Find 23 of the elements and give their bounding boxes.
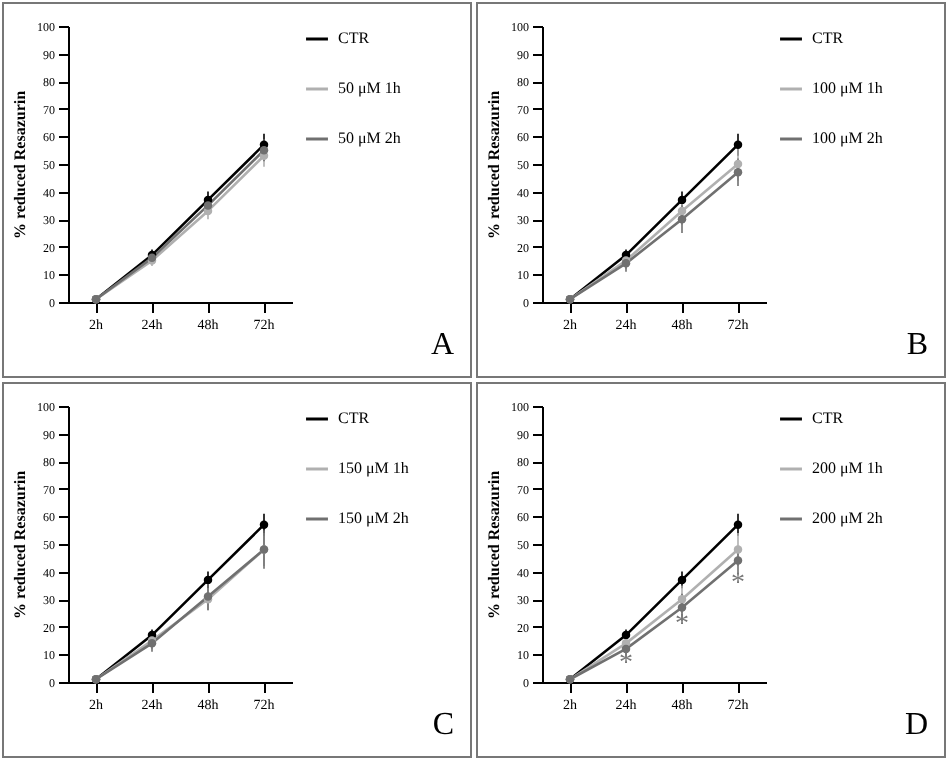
- legend-label: 150 μM 1h: [338, 459, 409, 477]
- y-axis-title: % reduced Resazurin: [485, 469, 503, 620]
- text: D: [904, 708, 928, 744]
- legend-label: 200 μM 2h: [812, 509, 883, 527]
- legend-label: 50 μM 1h: [338, 79, 401, 97]
- annotation: *: [731, 568, 745, 599]
- annotation: *: [675, 610, 689, 641]
- legend-label: CTR: [812, 29, 845, 47]
- legend-label: CTR: [812, 409, 845, 427]
- legend-label: 50 μM 2h: [338, 129, 401, 147]
- text: A: [430, 328, 454, 364]
- legend-label: 100 μM 1h: [812, 79, 883, 97]
- legend-label: CTR: [338, 409, 371, 427]
- y-axis-title: % reduced Resazurin: [11, 469, 29, 620]
- y-axis-title: % reduced Resazurin: [11, 89, 29, 240]
- legend-label: CTR: [338, 29, 371, 47]
- annotation: *: [619, 648, 633, 679]
- text: C: [432, 708, 454, 744]
- y-axis-title: % reduced Resazurin: [485, 89, 503, 240]
- text: B: [906, 328, 928, 364]
- legend-label: 200 μM 1h: [812, 459, 883, 477]
- legend-label: 150 μM 2h: [338, 509, 409, 527]
- legend-label: 100 μM 2h: [812, 129, 883, 147]
